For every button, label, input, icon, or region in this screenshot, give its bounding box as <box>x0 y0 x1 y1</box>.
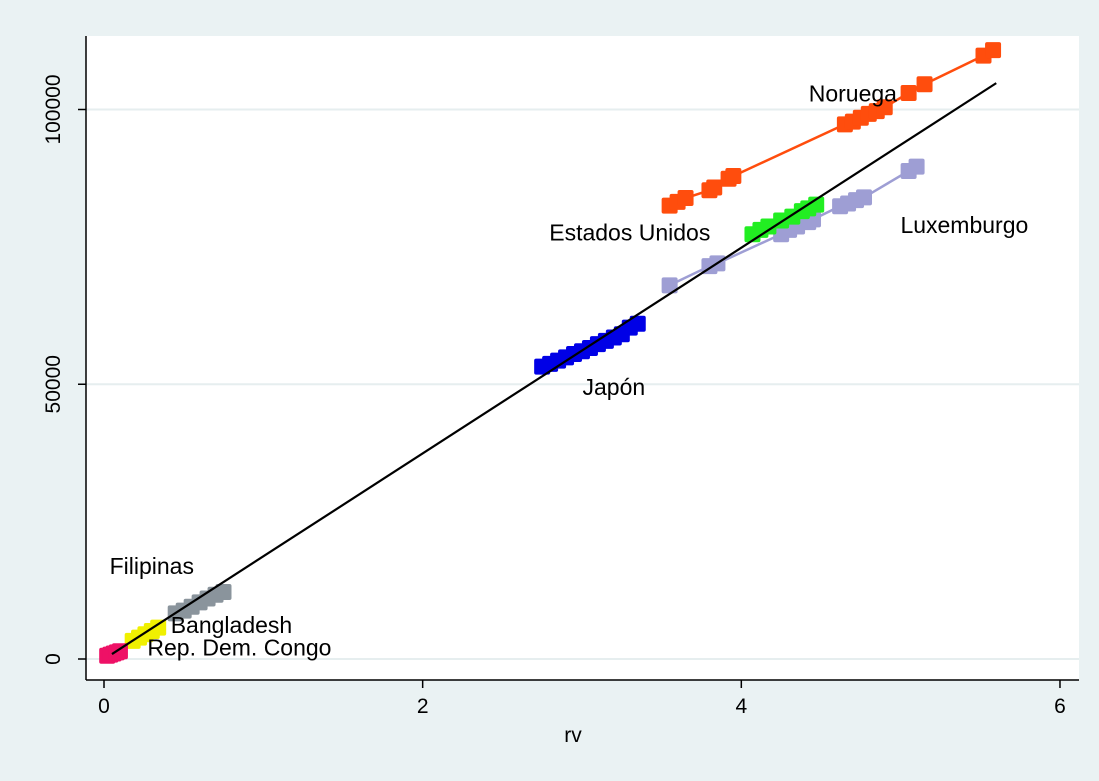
series-0 <box>661 42 1002 214</box>
y-tick-label-0: 0 <box>42 653 65 665</box>
series-1-point-0 <box>661 277 678 294</box>
series-0-point-14 <box>916 76 933 93</box>
x-tick-label-6: 6 <box>1054 695 1066 718</box>
series-0-point-16 <box>985 42 1002 59</box>
x-axis-label: rv <box>564 724 582 747</box>
y-tick-label-50000: 50000 <box>42 355 65 413</box>
series-1-point-13 <box>908 158 925 175</box>
gridlines <box>86 108 1079 660</box>
series-2-point-2 <box>760 218 777 235</box>
annotation-noruega: Noruega <box>809 80 897 106</box>
series-4-point-6 <box>215 583 232 600</box>
x-tick-label-0: 0 <box>98 695 110 718</box>
annotation-luxemburgo: Luxemburgo <box>900 212 1028 238</box>
series-1-point-11 <box>856 189 873 206</box>
series-0-point-2 <box>677 189 694 206</box>
x-tick-label-4: 4 <box>735 695 747 718</box>
series-0-point-13 <box>900 85 917 102</box>
series-2-point-7 <box>808 196 825 213</box>
series-5-point-4 <box>150 619 167 636</box>
series-0-point-12 <box>876 99 893 116</box>
fit-line <box>111 82 997 655</box>
series-3 <box>534 315 646 375</box>
axes: 0 2 4 6 0 50000 100000 <box>42 36 1079 718</box>
annotation-rep-dem-congo: Rep. Dem. Congo <box>147 635 331 661</box>
data-series <box>99 42 1002 664</box>
annotation-estados-unidos: Estados Unidos <box>549 219 710 245</box>
annotation-bangladesh: Bangladesh <box>171 612 293 638</box>
series-0-point-6 <box>725 167 742 184</box>
x-tick-label-2: 2 <box>417 695 429 718</box>
fit-line-layer <box>111 82 997 655</box>
series-0-point-4 <box>706 179 723 196</box>
series-3-point-12 <box>629 315 646 332</box>
y-tick-label-100000: 100000 <box>42 74 65 144</box>
annotations: Noruega Estados Unidos Luxemburgo Japón Fili… <box>110 80 1029 660</box>
annotation-jap-n: Japón <box>583 374 646 400</box>
annotation-filipinas: Filipinas <box>110 553 194 579</box>
series-1 <box>661 158 925 294</box>
